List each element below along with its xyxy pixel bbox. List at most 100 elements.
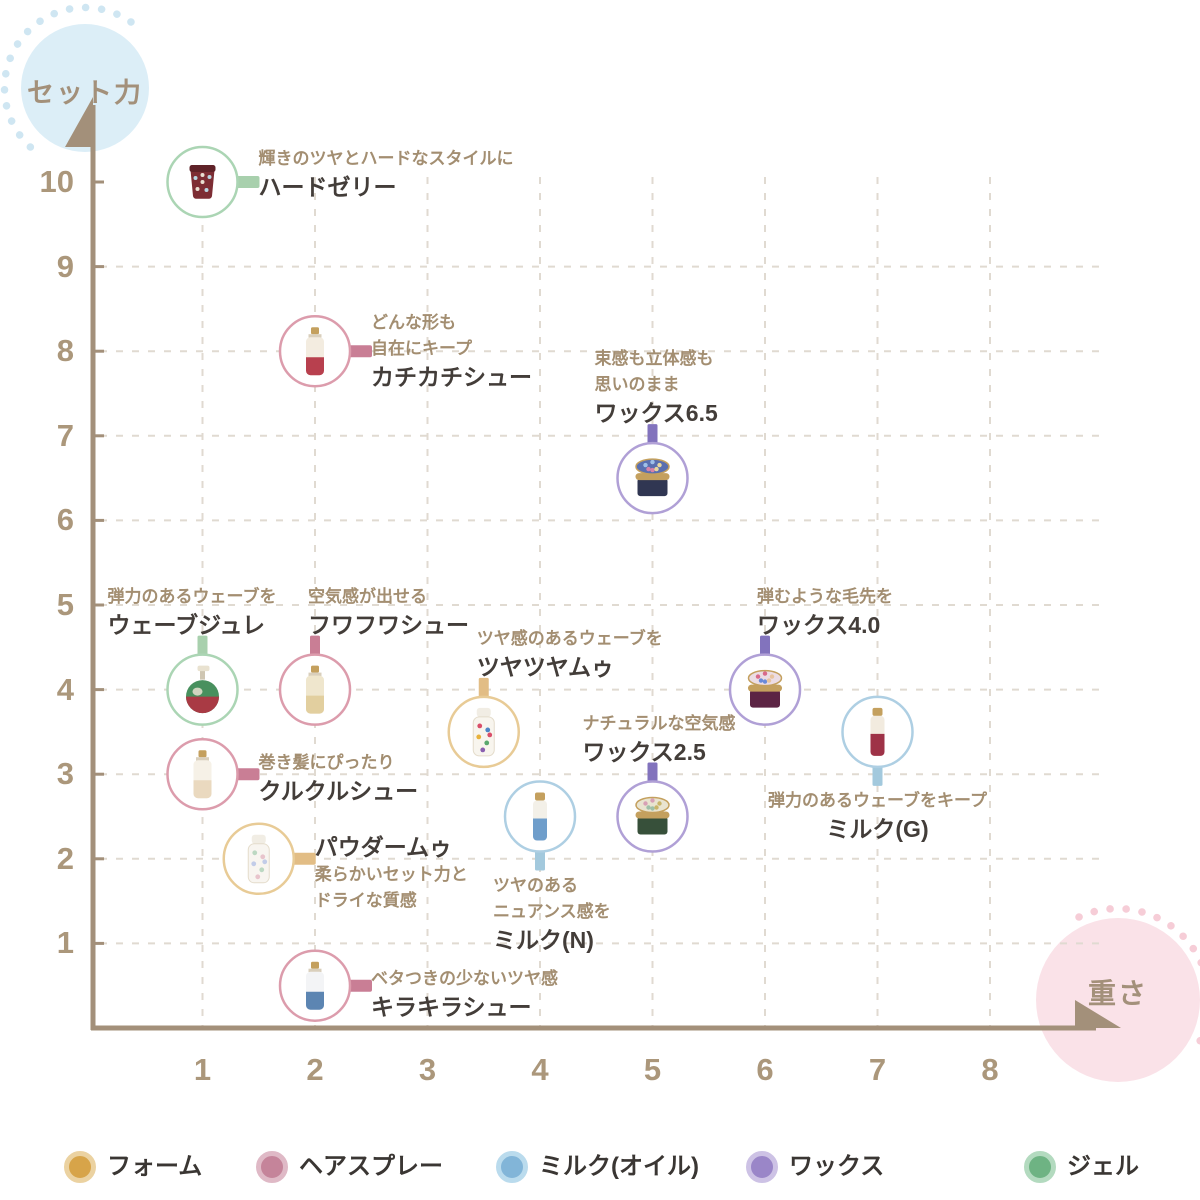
product-name: カチカチシュー	[371, 364, 532, 391]
product-name: ミルク(G)	[826, 815, 929, 842]
x-tick-label: 4	[531, 1052, 549, 1087]
product-icon	[306, 961, 324, 1010]
label-connector	[289, 852, 316, 865]
product-name: ワックス2.5	[582, 738, 706, 765]
product-icon	[306, 327, 324, 376]
label-connector	[760, 635, 770, 657]
product-icon	[472, 707, 495, 757]
product-label: ベタつきの少ないツヤ感 キラキラシュー	[371, 966, 558, 1022]
legend-label: ミルク(オイル)	[539, 1153, 699, 1180]
product-marker	[222, 822, 316, 896]
product-icon	[635, 458, 670, 497]
legend-swatch-icon	[256, 1151, 288, 1183]
legend-label: ヘアスプレー	[299, 1153, 443, 1180]
product-icon	[186, 665, 219, 714]
product-desc: 巻き髪にぴったり	[258, 753, 395, 773]
x-axis-arrow-icon	[1075, 1000, 1121, 1028]
y-tick-label: 2	[56, 840, 74, 876]
y-tick-label: 3	[56, 756, 74, 792]
product-label: 巻き髪にぴったりクルクルシュー	[259, 750, 419, 806]
x-tick-label: 1	[193, 1052, 212, 1087]
product-label: 輝きのツヤとハードなスタイルに ハードゼリー	[259, 146, 514, 202]
legend-label: ジェル	[1067, 1153, 1139, 1180]
legend-swatch-icon	[496, 1151, 528, 1183]
y-tick-label: 9	[56, 248, 74, 284]
axes	[65, 97, 1121, 1031]
x-tick-label: 6	[756, 1052, 774, 1087]
label-connector	[346, 979, 372, 992]
x-tick-label: 8	[981, 1052, 999, 1087]
product-desc: 弾むような毛先を	[757, 586, 893, 606]
product-label: ツヤ感のあるウェーブをツヤツヤムゥ	[477, 626, 663, 682]
product-icon	[189, 165, 216, 199]
label-connector	[647, 762, 658, 784]
legend-item: フォーム	[64, 1149, 202, 1185]
y-tick-label: 1	[56, 925, 74, 961]
y-tick-label: 6	[56, 502, 74, 538]
x-axis-badge-dotted-arc	[1075, 904, 1200, 1057]
product-markers	[166, 145, 914, 1022]
legend-swatch-icon	[64, 1151, 96, 1183]
product-desc: 空気感が出せる	[308, 586, 427, 606]
product-icon	[747, 669, 783, 708]
legend-swatch-icon	[746, 1151, 778, 1183]
label-connector	[233, 176, 260, 188]
product-marker	[841, 695, 914, 786]
product-label: ツヤのある ニュアンス感を ミルク(N)	[493, 873, 611, 955]
product-name: ワックス4.0	[757, 611, 881, 638]
y-axis-badge-circle	[21, 24, 149, 152]
x-axis-label: 重さ	[1087, 978, 1148, 1009]
y-tick-label: 4	[56, 671, 74, 707]
product-label: ナチュラルな空気感 ワックス2.5	[583, 711, 736, 767]
product-icon	[193, 750, 212, 799]
y-axis-arrow-icon	[65, 97, 93, 147]
product-name: フワフワシュー	[308, 611, 469, 638]
y-tick-label: 10	[39, 164, 74, 199]
product-icon	[870, 707, 885, 756]
product-desc: どんな形も	[371, 313, 456, 333]
legend-item: ミルク(オイル)	[496, 1149, 699, 1185]
product-marker	[616, 424, 689, 515]
product-desc: 自在にキープ	[371, 339, 472, 359]
x-tick-label: 7	[868, 1052, 887, 1087]
product-marker	[616, 762, 689, 853]
product-marker	[278, 949, 372, 1022]
gridlines	[100, 177, 1105, 1028]
product-name: ミルク(N)	[493, 926, 594, 953]
label-connector	[310, 635, 320, 657]
product-desc: 束感も立体感も	[594, 349, 714, 369]
label-connector	[535, 849, 545, 871]
product-name: クルクルシュー	[258, 778, 419, 805]
product-marker	[278, 314, 372, 388]
label-connector	[233, 768, 260, 781]
product-desc: 柔らかいセット力と	[314, 864, 468, 884]
legend-label: フォーム	[107, 1153, 203, 1180]
product-desc: ドライな質感	[314, 890, 417, 910]
label-connector	[478, 677, 489, 699]
legend-swatch-icon	[1024, 1151, 1056, 1183]
label-connector	[197, 635, 208, 657]
product-desc: 弾力のあるウェーブを	[107, 586, 277, 606]
label-connector	[346, 345, 372, 358]
product-label: 弾力のあるウェーブを ウェーブジュレ	[108, 584, 277, 640]
product-marker	[447, 677, 520, 769]
legend-item: ワックス	[746, 1149, 884, 1185]
product-label: 弾力のあるウェーブをキープ ミルク(G)	[748, 788, 1008, 844]
y-axis-label: セット力	[27, 78, 143, 108]
product-marker	[166, 737, 260, 811]
product-marker	[278, 635, 352, 726]
product-desc: ツヤのある	[493, 875, 578, 895]
legend-item: ヘアスプレー	[256, 1149, 443, 1185]
x-tick-label: 2	[306, 1052, 324, 1087]
product-marker	[166, 145, 260, 219]
product-desc: ツヤ感のあるウェーブを	[476, 628, 663, 648]
product-label: どんな形も自在にキープカチカチシュー	[371, 310, 532, 392]
y-tick-label: 8	[56, 333, 74, 369]
product-name: ハードゼリー	[258, 174, 397, 200]
legend-label: ワックス	[789, 1153, 885, 1180]
product-name: ツヤツヤムゥ	[476, 653, 615, 680]
product-name: パウダームゥ	[314, 833, 453, 860]
product-marker	[503, 780, 577, 871]
y-tick-label: 7	[56, 417, 74, 453]
